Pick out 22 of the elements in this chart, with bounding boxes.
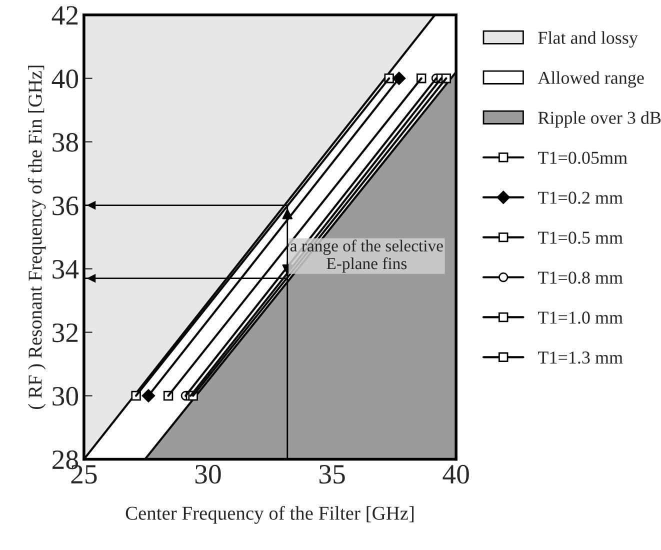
legend-label: Flat and lossy <box>538 31 638 48</box>
y-tick-label: 38 <box>52 132 78 152</box>
y-tick-label: 30 <box>52 386 78 406</box>
legend-label: T1=0.05mm <box>538 152 628 164</box>
y-tick-label: 36 <box>52 196 78 216</box>
legend-label: Allowed range <box>538 71 644 88</box>
y-tick-label: 42 <box>52 6 78 24</box>
legend-label: T1=0.2 mm <box>538 192 623 204</box>
legend-label: T1=1.0 mm <box>538 312 623 324</box>
y-axis-title: ( RF ) Resonant Frequency of the Fin [GHz] <box>28 66 46 410</box>
x-tick-label: 30 <box>195 464 221 484</box>
x-tick-label: 35 <box>319 464 345 484</box>
x-axis-title: Center Frequency of the Filter [GHz] <box>126 506 414 524</box>
y-tick-label: 34 <box>52 260 79 279</box>
legend-label: T1=1.3 mm <box>538 352 623 364</box>
legend-label: T1=0.5 mm <box>538 232 623 244</box>
y-tick-label: 32 <box>52 324 78 342</box>
annotation: a range of the selective E-plane fins <box>290 240 443 273</box>
legend-label: T1=0.8 mm <box>538 272 623 284</box>
y-tick-label: 40 <box>52 70 78 88</box>
legend-label: Ripple over 3 dB <box>538 111 661 128</box>
x-tick-label: 40 <box>442 464 469 484</box>
